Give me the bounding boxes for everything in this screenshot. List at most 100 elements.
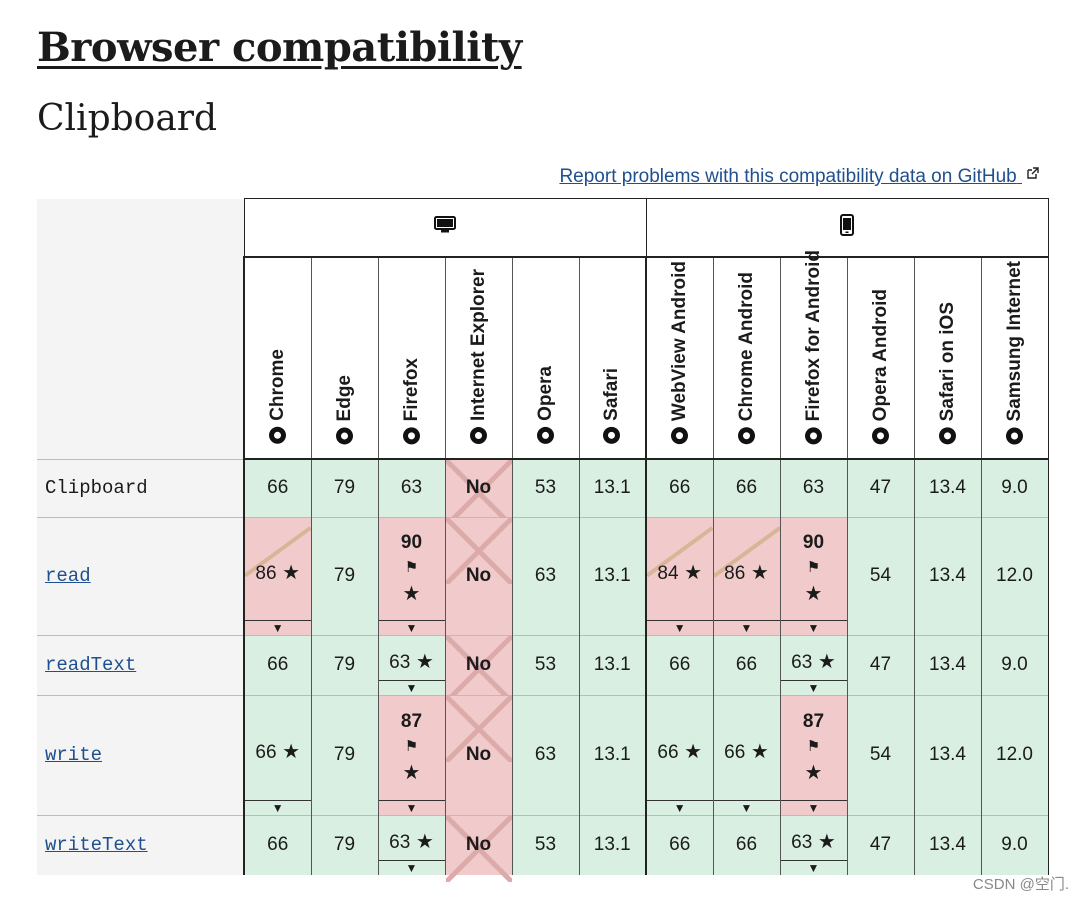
support-cell-firefox-for-android[interactable]: 87 ⚑ ★ ▼: [779, 694, 847, 815]
opera-android-icon: [872, 427, 889, 444]
expand-toggle-icon[interactable]: ▼: [780, 619, 847, 635]
browser-header-firefox: Firefox: [377, 257, 445, 460]
star-icon: ★: [678, 561, 703, 584]
support-cell-internet-explorer: No: [444, 634, 512, 695]
expand-toggle-icon[interactable]: ▼: [378, 860, 445, 875]
support-cell-webview-android[interactable]: 66 ★ ▼: [645, 694, 713, 815]
support-cell-chrome-android[interactable]: 66 ★ ▼: [712, 694, 780, 815]
star-icon: ★: [410, 830, 434, 853]
support-value: 63: [802, 477, 825, 499]
support-value: 90: [400, 532, 423, 553]
star-icon: ★: [678, 740, 703, 763]
edge-icon: [336, 427, 353, 444]
star-icon: ★: [745, 740, 769, 763]
support-cell-firefox-for-android: 63: [779, 458, 847, 517]
support-value: 13.1: [593, 654, 631, 675]
support-value: 66: [735, 477, 758, 499]
support-cell-firefox: 63: [377, 458, 445, 517]
chrome-android-icon: [738, 427, 755, 444]
desktop-icon: [434, 216, 456, 233]
expand-toggle-icon[interactable]: ▼: [780, 679, 847, 695]
support-cell-safari-on-ios: 13.4: [913, 694, 981, 815]
star-icon: ★: [276, 740, 301, 763]
support-cell-firefox[interactable]: 63 ★ ▼: [377, 814, 445, 875]
expand-toggle-icon[interactable]: ▼: [245, 619, 311, 635]
feature-name-cell: read: [37, 516, 244, 635]
support-value: 66: [735, 654, 758, 675]
internet-explorer-icon: [470, 427, 487, 444]
support-cell-safari: 13.1: [578, 814, 646, 875]
support-cell-firefox[interactable]: 87 ⚑ ★ ▼: [377, 694, 445, 815]
support-cell-internet-explorer: No: [444, 516, 512, 635]
support-value: 53: [534, 477, 557, 499]
support-cell-firefox-for-android[interactable]: 63 ★ ▼: [779, 634, 847, 695]
browser-header-samsung-internet: Samsung Internet: [980, 257, 1049, 460]
support-cell-firefox-for-android[interactable]: 63 ★ ▼: [779, 814, 847, 875]
expand-toggle-icon[interactable]: ▼: [378, 619, 445, 635]
expand-toggle-icon[interactable]: ▼: [378, 679, 445, 695]
support-value: 47: [869, 654, 892, 675]
report-problems-link[interactable]: Report problems with this compatibility …: [559, 166, 1039, 188]
expand-toggle-icon[interactable]: ▼: [713, 799, 780, 815]
support-cell-samsung-internet: 12.0: [980, 694, 1049, 815]
table-corner: [37, 198, 244, 459]
browser-header-internet-explorer: Internet Explorer: [444, 257, 512, 460]
support-cell-chrome[interactable]: 86 ★ ▼: [243, 516, 311, 635]
support-cell-opera-android: 47: [846, 634, 914, 695]
support-cell-chrome: 66: [243, 814, 311, 875]
flag-icon: ⚑: [806, 559, 821, 576]
browser-name: Chrome: [266, 349, 288, 421]
desktop-group-header: [243, 198, 647, 258]
support-value: 13.1: [593, 744, 631, 765]
feature-link-writetext[interactable]: writeText: [45, 834, 148, 857]
chrome-icon: [269, 427, 287, 444]
support-value: 63: [791, 651, 813, 673]
star-icon: ★: [804, 762, 823, 784]
support-value: 63: [400, 477, 423, 499]
expand-toggle-icon[interactable]: ▼: [245, 799, 311, 815]
report-link-text: Report problems with this compatibility …: [559, 166, 1017, 187]
feature-link-read[interactable]: read: [45, 565, 91, 587]
expand-toggle-icon[interactable]: ▼: [780, 860, 847, 875]
support-cell-internet-explorer: No: [444, 814, 512, 875]
browser-name: Safari on iOS: [936, 301, 958, 421]
support-cell-chrome: 66: [243, 458, 311, 517]
table-row: readText 66 79 63 ★ ▼ No 53 13.1 66 66 63 ★ ▼ 47 13.4…: [37, 634, 1049, 695]
support-cell-internet-explorer: No: [444, 694, 512, 815]
support-value: 66: [735, 834, 758, 856]
browser-header-chrome-android: Chrome Android: [712, 257, 780, 460]
expand-toggle-icon[interactable]: ▼: [780, 799, 847, 815]
expand-toggle-icon[interactable]: ▼: [378, 799, 445, 815]
support-value: No: [465, 654, 492, 675]
feature-name-cell: write: [37, 694, 244, 815]
feature-link-write[interactable]: write: [45, 744, 103, 766]
support-cell-webview-android[interactable]: 84 ★ ▼: [645, 516, 713, 635]
browser-name: Opera: [534, 366, 556, 421]
support-cell-webview-android: 66: [645, 458, 713, 517]
firefox-for-android-icon: [805, 427, 822, 444]
support-value: 53: [534, 654, 557, 675]
support-cell-chrome[interactable]: 66 ★ ▼: [243, 694, 311, 815]
support-cell-firefox-for-android[interactable]: 90 ⚑ ★ ▼: [779, 516, 847, 635]
expand-toggle-icon[interactable]: ▼: [713, 619, 780, 635]
support-cell-firefox[interactable]: 63 ★ ▼: [377, 634, 445, 695]
support-cell-safari-on-ios: 13.4: [913, 634, 981, 695]
support-value: 84: [657, 562, 679, 584]
expand-toggle-icon[interactable]: ▼: [647, 619, 713, 635]
table-row: write 66 ★ ▼ 79 87 ⚑ ★ ▼ No 63 13.1 66 ★ ▼ 66 ★ ▼ 87 ⚑ ★ ▼…: [37, 694, 1049, 815]
support-value: 54: [869, 744, 892, 765]
support-cell-firefox[interactable]: 90 ⚑ ★ ▼: [377, 516, 445, 635]
safari-on-ios-icon: [939, 427, 956, 444]
section-title: Clipboard: [37, 98, 218, 139]
feature-link-readtext[interactable]: readText: [45, 654, 137, 676]
support-value: 13.4: [929, 565, 966, 586]
support-cell-opera-android: 54: [846, 694, 914, 815]
expand-toggle-icon[interactable]: ▼: [647, 799, 713, 815]
mobile-icon: [840, 214, 854, 236]
mobile-group-header: [645, 198, 1049, 258]
page-title: Browser compatibility: [37, 24, 522, 71]
table-row: writeText 66 79 63 ★ ▼ No 53 13.1 66 66 63 ★ ▼ 47 13.…: [37, 814, 1049, 875]
support-value: 66: [724, 741, 746, 763]
support-cell-chrome-android[interactable]: 86 ★ ▼: [712, 516, 780, 635]
support-value: 79: [333, 565, 356, 586]
